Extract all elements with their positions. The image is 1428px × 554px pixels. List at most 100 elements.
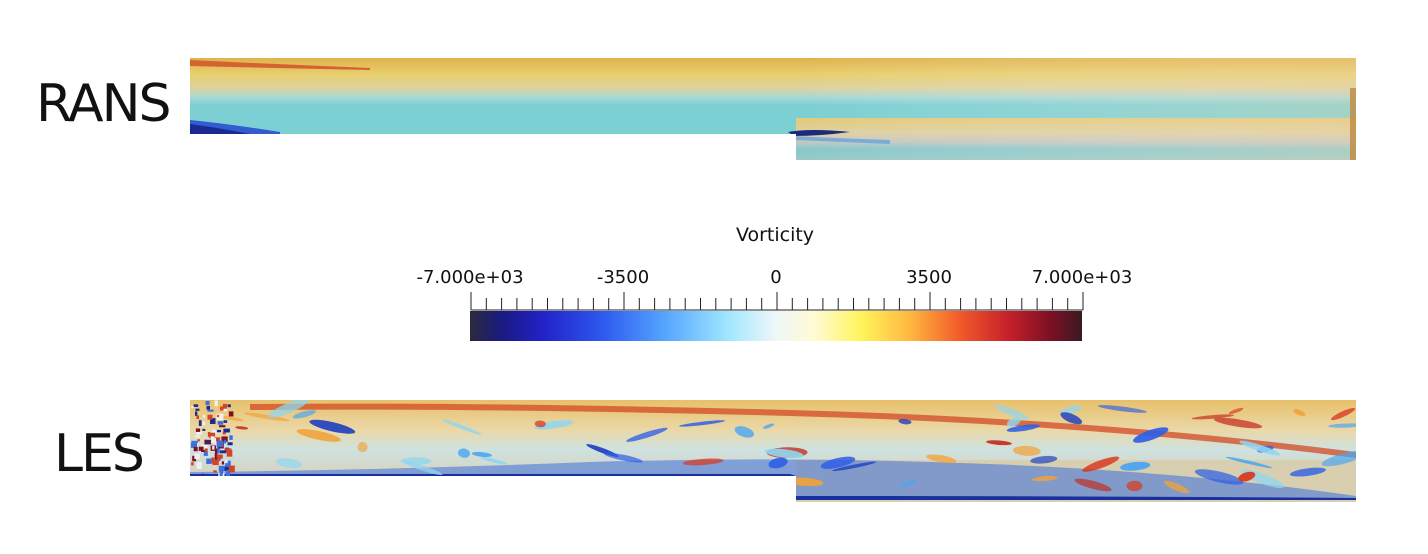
les-panel-label: LES (54, 424, 145, 484)
les-eddy (1082, 456, 1120, 472)
les-inlet-speckle (212, 459, 219, 466)
les-eddy (1126, 480, 1143, 492)
les-inlet-speckle (198, 420, 202, 426)
les-eddy (1213, 417, 1263, 429)
les-eddy (1133, 427, 1169, 443)
les-inlet-speckle (213, 470, 217, 473)
les-eddy (1060, 412, 1083, 425)
les-eddy (832, 461, 877, 472)
rans-panel-label: RANS (36, 74, 172, 134)
colorbar-tick-label: 0 (770, 267, 782, 288)
les-inlet-speckle (227, 442, 233, 446)
les-inlet-speckle (191, 440, 198, 443)
les-eddy (471, 451, 492, 458)
les-inlet-speckle (216, 413, 224, 421)
les-eddy (457, 448, 471, 458)
les-inlet-speckle (195, 411, 198, 416)
les-inlet-speckle (214, 453, 218, 460)
les-inlet-speckle (203, 451, 208, 456)
les-inlet-speckle (194, 453, 200, 459)
les-inlet-speckle (195, 408, 200, 411)
les-eddy (357, 441, 368, 453)
les-eddy (898, 418, 912, 425)
les-inlet-speckle (222, 432, 226, 435)
colorbar-tick-label: -7.000e+03 (416, 267, 524, 288)
les-inlet-speckle (224, 460, 228, 466)
les-eddy (820, 456, 856, 469)
les-inlet-speckle (197, 439, 200, 442)
les-eddy (404, 461, 443, 476)
les-inlet-speckle (205, 400, 210, 405)
les-eddy (926, 454, 957, 464)
colorbar-tick-label: -3500 (596, 267, 650, 288)
colorbar-title: Vorticity (735, 224, 815, 246)
les-eddy (1006, 424, 1040, 432)
les-inlet-speckle (211, 429, 217, 434)
les-eddy (309, 419, 356, 434)
les-eddy (1228, 407, 1244, 415)
les-eddy (1289, 467, 1327, 477)
les-eddy (276, 458, 303, 469)
les-inlet-speckle (219, 469, 223, 477)
les-inlet-speckle (207, 414, 213, 420)
les-inlet-speckle (222, 403, 228, 409)
les-eddy (235, 426, 249, 430)
les-eddy (534, 420, 546, 428)
les-inlet-speckle (198, 446, 204, 451)
les-inlet-speckle (210, 436, 215, 440)
les-inlet-speckle (201, 473, 204, 477)
les-eddy (764, 448, 804, 459)
colorbar-tick-label: 7.000e+03 (1031, 267, 1133, 288)
les-eddy (768, 457, 788, 469)
les-inlet-speckle (207, 440, 214, 444)
les-inlet-speckle (215, 437, 221, 442)
les-eddy (1225, 456, 1273, 469)
les-eddy (442, 419, 482, 435)
les-inlet-speckle (192, 455, 197, 462)
les-inlet-speckle (225, 469, 231, 477)
colorbar-gradient (470, 311, 1082, 341)
les-inlet-speckle (221, 436, 228, 442)
les-eddy (268, 400, 309, 418)
les-inlet-speckle (193, 404, 199, 407)
les-inlet-speckle (191, 406, 194, 409)
les-inlet-speckle (209, 432, 216, 439)
les-vorticity-field (190, 400, 1356, 502)
les-inlet-speckle (218, 465, 225, 472)
les-eddy (1239, 440, 1281, 456)
les-eddy (1030, 455, 1058, 464)
les-inlet-speckle (218, 458, 221, 462)
les-eddy (1097, 405, 1148, 413)
les-inlet-speckle (195, 428, 201, 432)
les-inlet-speckle (195, 435, 200, 438)
les-eddy (626, 427, 668, 442)
les-eddy (678, 420, 726, 427)
les-inlet-speckle (209, 418, 216, 424)
les-eddy (1238, 471, 1256, 482)
les-inlet-speckle (191, 462, 194, 466)
colorbar-ticks (470, 292, 1084, 311)
les-inlet-speckle (211, 438, 216, 444)
les-inlet-speckle (190, 442, 197, 448)
les-inlet-speckle (204, 448, 208, 452)
les-inlet-speckle (202, 444, 208, 450)
les-eddy (292, 410, 317, 419)
les-eddy (1032, 475, 1058, 482)
les-inlet-speckle (217, 421, 224, 425)
les-inlet-speckle (201, 450, 206, 453)
les-inlet-speckle (202, 428, 206, 431)
les-inlet-speckle (219, 425, 226, 428)
les-inlet-speckle (220, 450, 227, 454)
les-eddy (480, 457, 508, 465)
les-inlet-speckle (217, 414, 220, 418)
les-inlet-speckle (203, 414, 206, 418)
les-inlet-speckle (219, 406, 224, 411)
les-eddy (1321, 450, 1356, 467)
les-inlet-speckle (197, 462, 202, 469)
les-inlet-speckle (206, 458, 212, 464)
les-eddy (1194, 469, 1244, 485)
les-eddy (1074, 478, 1112, 492)
les-eddy (1330, 407, 1356, 421)
les-eddy (296, 429, 341, 442)
les-inlet-speckle (227, 404, 231, 408)
